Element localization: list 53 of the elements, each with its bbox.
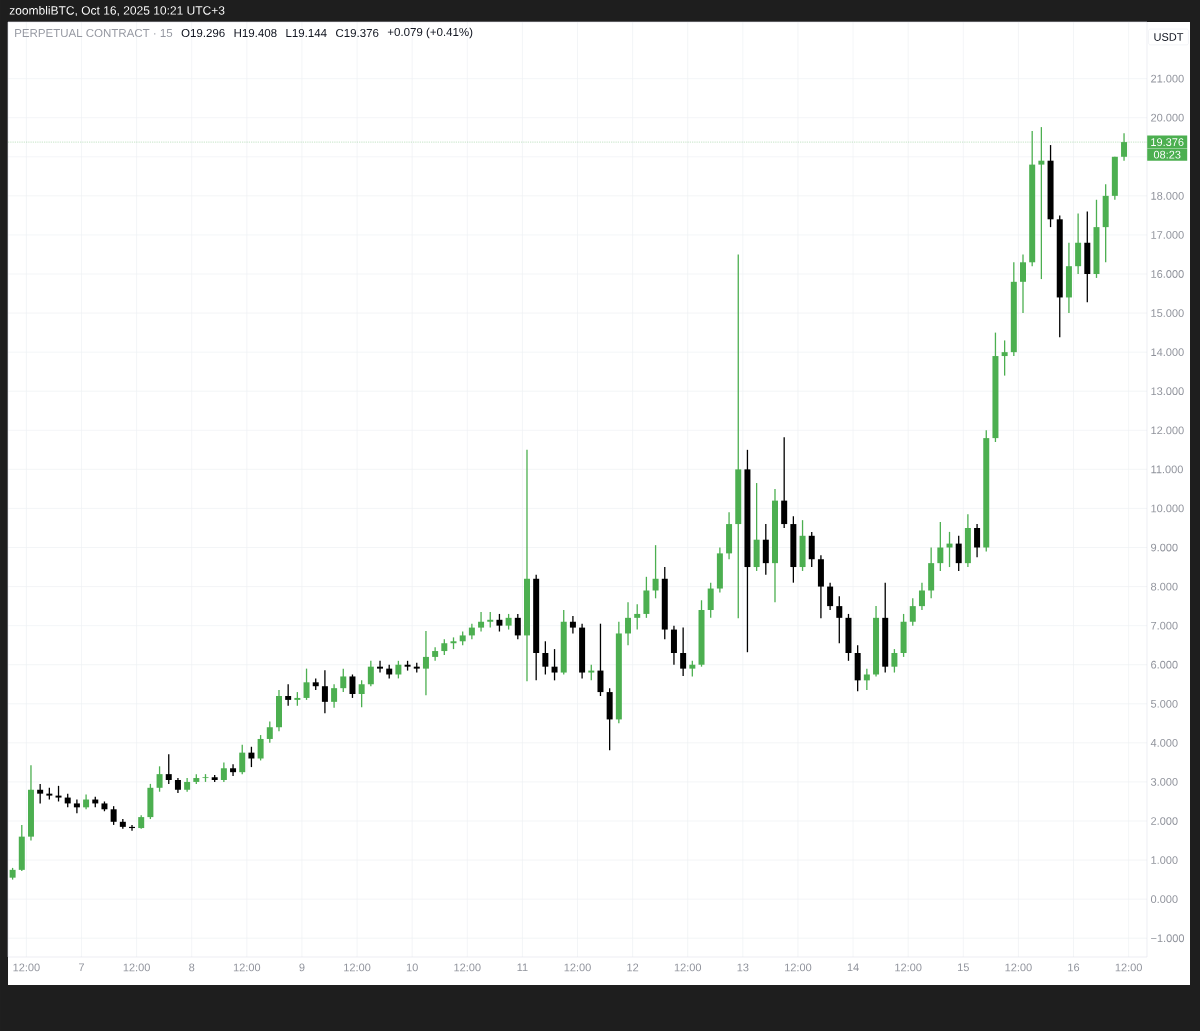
y-tick-label: 3.000 [1150,778,1178,786]
x-tick-label: 12:00 [13,963,40,972]
y-tick-label: 14.000 [1151,348,1184,357]
ref-line-label: 19.376 [1151,138,1184,146]
x-tick-label: 12 [627,963,639,972]
y-axis-title: USDT [1154,33,1184,41]
y-tick-label: −1.000 [1151,934,1185,943]
x-tick-label: 12:00 [674,963,702,972]
x-tick-label: 15 [958,963,969,972]
y-tick-label: 6.000 [1151,660,1178,669]
x-tick-label: 12:00 [895,963,922,972]
x-tick-label: 7 [79,963,84,972]
x-tick-label: 12:00 [564,963,591,972]
y-tick-label: 2.000 [1151,817,1178,825]
x-tick-label: 9 [299,963,305,972]
x-tick-label: 10 [406,963,418,972]
y-tick-label: 4.000 [1150,738,1178,747]
y-tick-label: 7.000 [1151,621,1178,630]
y-tick-label: 17.000 [1151,231,1184,239]
y-tick-label: 9.000 [1151,543,1178,552]
y-tick-label: 1.000 [1151,856,1178,864]
y-tick-label: 8.000 [1151,582,1178,591]
annotation: H19.408 [234,28,277,38]
y-tick-label: 13.000 [1151,387,1184,396]
x-tick-label: 12:00 [123,963,150,972]
y-tick-label: 20.000 [1151,113,1184,122]
annotation: C19.376 [336,28,379,38]
text: zoombliBTC, Oct 16, 2025 10:21 UTC+3 [9,5,225,17]
x-tick-label: 12:00 [1005,963,1032,972]
x-tick-label: 12:00 [1115,963,1142,972]
y-tick-label: 16.000 [1151,270,1184,278]
x-tick-label: 14 [847,963,859,972]
y-tick-label: 21.000 [1151,74,1184,83]
y-tick-label: 12.000 [1151,426,1184,435]
y-tick-label: 11.000 [1151,465,1183,474]
x-tick-label: 8 [189,963,195,972]
x-tick-label: 12:00 [454,963,481,972]
y-tick-label: 0.000 [1150,895,1178,904]
y-tick-label: 5.000 [1150,699,1178,708]
x-tick-label: 13 [737,963,749,972]
annotation: +0.079 (+0.41%) [387,27,473,39]
annotation: 08:23 [1153,150,1181,159]
x-tick-label: 12:00 [785,963,812,972]
x-tick-label: 12:00 [233,963,261,972]
annotation: L19.144 [286,28,327,38]
annotation: O19.296 [181,28,225,38]
chart-title: PERPETUAL CONTRACT · 15 [15,28,173,38]
y-tick-label: 18.000 [1151,191,1184,200]
y-tick-label: 15.000 [1151,309,1184,317]
y-tick-label: 10.000 [1151,504,1184,513]
x-tick-label: 11 [517,963,528,972]
x-tick-label: 12:00 [344,963,371,972]
x-tick-label: 16 [1068,963,1080,972]
